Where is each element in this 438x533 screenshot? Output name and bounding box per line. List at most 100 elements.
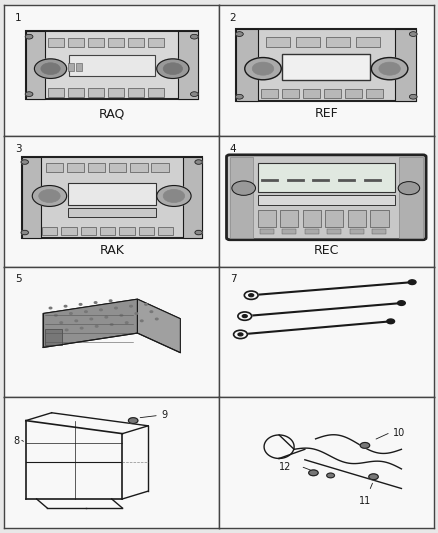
FancyBboxPatch shape xyxy=(88,38,104,47)
Circle shape xyxy=(387,319,395,324)
Circle shape xyxy=(141,320,143,321)
FancyBboxPatch shape xyxy=(68,38,85,47)
FancyBboxPatch shape xyxy=(282,89,299,98)
FancyBboxPatch shape xyxy=(236,29,417,101)
FancyBboxPatch shape xyxy=(305,229,319,234)
FancyBboxPatch shape xyxy=(395,29,417,101)
FancyBboxPatch shape xyxy=(303,211,321,227)
FancyBboxPatch shape xyxy=(266,37,290,47)
Circle shape xyxy=(79,304,82,305)
FancyBboxPatch shape xyxy=(138,227,154,235)
Text: 5: 5 xyxy=(15,274,22,284)
Circle shape xyxy=(191,34,198,39)
Circle shape xyxy=(360,442,370,448)
Circle shape xyxy=(64,305,67,307)
Text: 4: 4 xyxy=(230,144,237,154)
FancyBboxPatch shape xyxy=(350,229,364,234)
Circle shape xyxy=(32,185,67,206)
Circle shape xyxy=(236,31,243,36)
Circle shape xyxy=(369,474,378,480)
Circle shape xyxy=(110,324,113,325)
FancyBboxPatch shape xyxy=(48,38,64,47)
Circle shape xyxy=(379,62,400,75)
Circle shape xyxy=(371,58,408,80)
Circle shape xyxy=(60,322,63,324)
FancyBboxPatch shape xyxy=(280,211,298,227)
Polygon shape xyxy=(43,299,138,348)
FancyBboxPatch shape xyxy=(48,87,64,97)
FancyBboxPatch shape xyxy=(258,211,276,227)
FancyBboxPatch shape xyxy=(283,229,296,234)
FancyBboxPatch shape xyxy=(68,208,155,217)
FancyBboxPatch shape xyxy=(152,163,169,173)
Circle shape xyxy=(65,329,68,331)
FancyBboxPatch shape xyxy=(108,38,124,47)
Circle shape xyxy=(105,317,108,318)
Text: 7: 7 xyxy=(230,274,237,284)
Circle shape xyxy=(70,313,72,314)
FancyBboxPatch shape xyxy=(69,55,155,76)
Circle shape xyxy=(410,94,417,99)
Circle shape xyxy=(55,314,57,316)
Circle shape xyxy=(191,92,198,96)
FancyBboxPatch shape xyxy=(148,87,164,97)
Polygon shape xyxy=(138,299,180,353)
Text: 11: 11 xyxy=(358,496,371,506)
FancyBboxPatch shape xyxy=(226,155,426,240)
FancyBboxPatch shape xyxy=(21,157,202,238)
Circle shape xyxy=(145,304,147,305)
FancyBboxPatch shape xyxy=(261,89,278,98)
FancyBboxPatch shape xyxy=(324,89,341,98)
FancyBboxPatch shape xyxy=(68,63,74,71)
FancyBboxPatch shape xyxy=(366,89,383,98)
FancyBboxPatch shape xyxy=(303,89,320,98)
Circle shape xyxy=(327,473,335,478)
Circle shape xyxy=(85,311,87,312)
Circle shape xyxy=(95,326,98,327)
Text: 3: 3 xyxy=(15,144,22,154)
Text: 2: 2 xyxy=(230,13,237,23)
Circle shape xyxy=(75,320,78,321)
FancyBboxPatch shape xyxy=(26,31,45,99)
FancyBboxPatch shape xyxy=(178,31,198,99)
Circle shape xyxy=(100,309,102,311)
FancyBboxPatch shape xyxy=(100,227,115,235)
FancyBboxPatch shape xyxy=(42,227,57,235)
Circle shape xyxy=(90,318,92,320)
Circle shape xyxy=(242,314,247,318)
FancyBboxPatch shape xyxy=(26,31,198,99)
Circle shape xyxy=(49,307,52,309)
FancyBboxPatch shape xyxy=(372,229,386,234)
Circle shape xyxy=(249,294,254,297)
FancyBboxPatch shape xyxy=(21,157,41,238)
FancyBboxPatch shape xyxy=(183,157,202,238)
FancyBboxPatch shape xyxy=(399,157,423,238)
FancyBboxPatch shape xyxy=(258,163,395,192)
Circle shape xyxy=(125,322,128,324)
Circle shape xyxy=(128,418,138,423)
FancyBboxPatch shape xyxy=(357,37,380,47)
Circle shape xyxy=(94,302,97,303)
FancyBboxPatch shape xyxy=(326,37,350,47)
FancyBboxPatch shape xyxy=(68,87,85,97)
FancyBboxPatch shape xyxy=(108,87,124,97)
FancyBboxPatch shape xyxy=(296,37,320,47)
Circle shape xyxy=(25,34,33,39)
FancyBboxPatch shape xyxy=(370,211,389,227)
Circle shape xyxy=(163,63,183,75)
FancyBboxPatch shape xyxy=(61,227,77,235)
FancyBboxPatch shape xyxy=(81,227,96,235)
FancyBboxPatch shape xyxy=(88,87,104,97)
FancyBboxPatch shape xyxy=(46,163,64,173)
FancyBboxPatch shape xyxy=(283,54,370,80)
Circle shape xyxy=(35,59,67,78)
Circle shape xyxy=(135,313,138,314)
Circle shape xyxy=(195,230,202,235)
Circle shape xyxy=(195,160,202,164)
Text: 12: 12 xyxy=(279,463,291,472)
Text: RAK: RAK xyxy=(99,244,124,257)
Text: 9: 9 xyxy=(161,410,167,420)
Text: 8: 8 xyxy=(13,436,19,446)
FancyBboxPatch shape xyxy=(119,227,134,235)
Text: 1: 1 xyxy=(15,13,22,23)
